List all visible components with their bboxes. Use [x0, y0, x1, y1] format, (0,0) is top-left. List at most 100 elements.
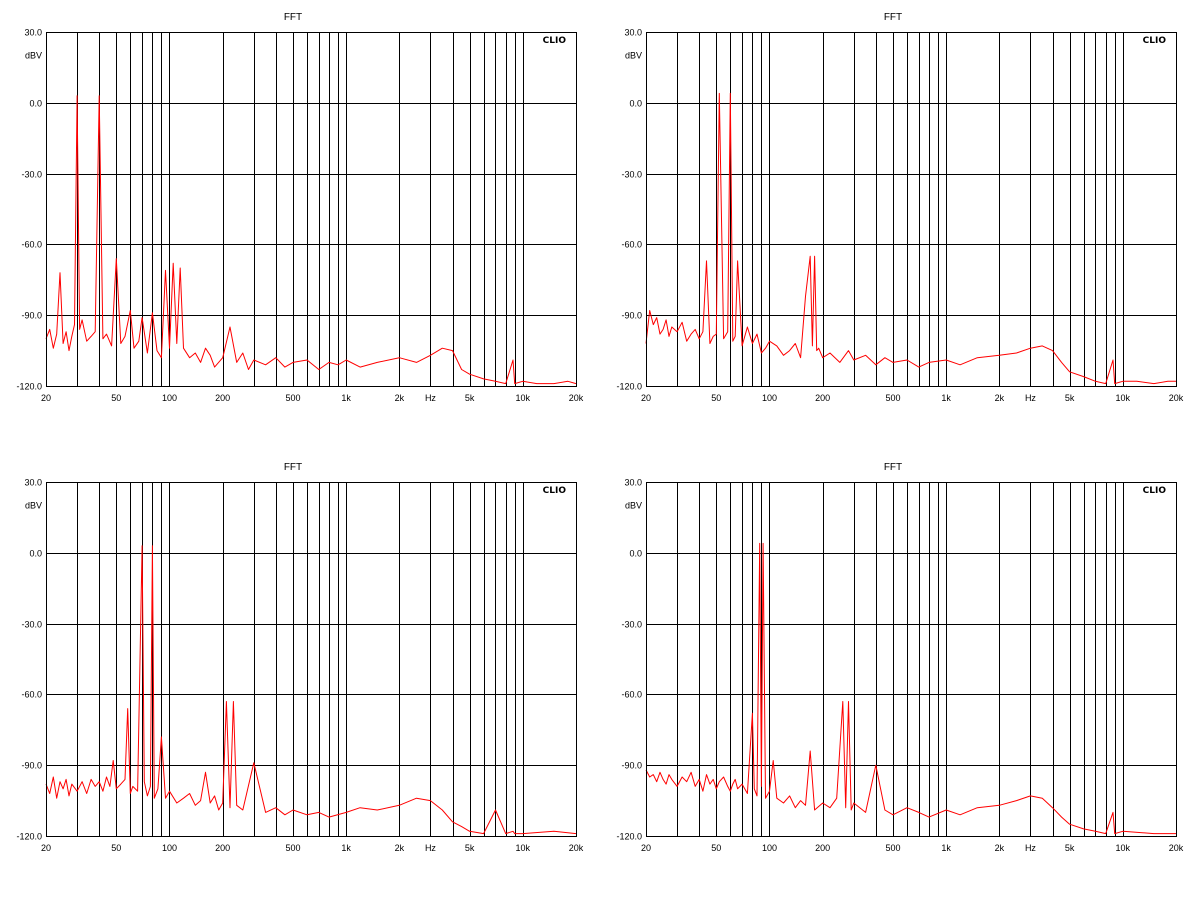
x-tick-label: 5k	[1065, 393, 1075, 403]
y-tick-label: -60.0	[21, 240, 42, 250]
plot-frame	[46, 482, 577, 837]
vertical-gridlines	[677, 32, 1124, 386]
chart-title: FFT	[284, 12, 302, 23]
x-tick-label: 100	[162, 393, 177, 403]
x-tick-label: 20k	[1169, 393, 1184, 403]
y-tick-label: -90.0	[21, 311, 42, 321]
x-tick-label: 200	[815, 393, 830, 403]
vertical-gridlines	[77, 482, 524, 836]
y-tick-label: -60.0	[621, 690, 642, 700]
y-tick-label: -60.0	[621, 240, 642, 250]
x-tick-label: Hz	[1025, 843, 1036, 853]
x-axis: 20 50 100 200 500 1k 2k Hz 5k 10k 20k	[641, 393, 1184, 403]
y-tick-label: -120.0	[16, 382, 42, 392]
y-axis: 30.0 0.0 -30.0 -60.0 -90.0 -120.0	[16, 28, 576, 392]
y-tick-label: -30.0	[21, 170, 42, 180]
x-tick-label: 100	[762, 843, 777, 853]
y-tick-label: 0.0	[29, 99, 42, 109]
chart-title: FFT	[284, 462, 302, 473]
y-axis: 30.0 0.0 -30.0 -60.0 -90.0 -120.0	[616, 478, 1176, 842]
x-tick-label: Hz	[425, 843, 436, 853]
x-axis: 20 50 100 200 500 1k 2k Hz 5k 10k 20k	[41, 843, 584, 853]
vertical-gridlines	[77, 32, 524, 386]
plot-frame	[46, 32, 577, 387]
y-axis-label: dBV	[625, 51, 642, 61]
fft-trace	[45, 545, 577, 835]
y-tick-label: -30.0	[21, 620, 42, 630]
x-tick-label: 20	[641, 393, 651, 403]
x-tick-label: 50	[111, 843, 121, 853]
fft-panel-1: FFT 30.0 0.0 -30.0 -60.0 -90.0 -120.0 dBV 20 50 10…	[16, 12, 583, 403]
x-tick-label: 200	[215, 393, 230, 403]
y-axis-label: dBV	[25, 51, 42, 61]
x-tick-label: 20	[41, 393, 51, 403]
fft-trace	[645, 542, 1176, 835]
fft-panel-4: FFT 30.0 0.0 -30.0 -60.0 -90.0 -120.0 dBV 20 50 10…	[616, 462, 1183, 853]
x-tick-label: 50	[711, 843, 721, 853]
y-tick-label: -120.0	[616, 832, 642, 842]
x-tick-label: 100	[762, 393, 777, 403]
x-axis: 20 50 100 200 500 1k 2k Hz 5k 10k 20k	[641, 843, 1184, 853]
x-tick-label: 2k	[395, 843, 405, 853]
x-tick-label: 500	[285, 393, 300, 403]
x-tick-label: 2k	[995, 393, 1005, 403]
y-tick-label: -90.0	[621, 761, 642, 771]
fft-panel-2: FFT 30.0 0.0 -30.0 -60.0 -90.0 -120.0 dBV 20 50 10…	[616, 12, 1183, 403]
y-tick-label: 30.0	[24, 28, 42, 38]
x-tick-label: 1k	[341, 843, 351, 853]
y-tick-label: -60.0	[21, 690, 42, 700]
x-tick-label: 5k	[1065, 843, 1075, 853]
x-tick-label: 2k	[395, 393, 405, 403]
y-axis-label: dBV	[625, 501, 642, 511]
chart-title: FFT	[884, 462, 902, 473]
y-tick-label: -120.0	[616, 382, 642, 392]
y-tick-label: 30.0	[624, 28, 642, 38]
y-axis: 30.0 0.0 -30.0 -60.0 -90.0 -120.0	[16, 478, 576, 842]
fft-trace	[645, 92, 1176, 385]
plot-frame	[646, 32, 1177, 387]
y-tick-label: 0.0	[629, 99, 642, 109]
x-tick-label: Hz	[425, 393, 436, 403]
x-tick-label: 20k	[1169, 843, 1184, 853]
y-tick-label: 30.0	[24, 478, 42, 488]
x-tick-label: 50	[111, 393, 121, 403]
x-tick-label: 100	[162, 843, 177, 853]
x-tick-label: 5k	[465, 843, 475, 853]
fft-trace	[45, 95, 577, 385]
y-tick-label: -30.0	[621, 170, 642, 180]
x-tick-label: 10k	[516, 843, 531, 853]
clio-brand-label: CLIO	[543, 36, 567, 46]
x-tick-label: 10k	[516, 393, 531, 403]
x-tick-label: 2k	[995, 843, 1005, 853]
x-tick-label: 200	[815, 843, 830, 853]
y-tick-label: 0.0	[29, 549, 42, 559]
x-tick-label: 1k	[941, 393, 951, 403]
y-tick-label: -90.0	[21, 761, 42, 771]
x-tick-label: 10k	[1116, 843, 1131, 853]
x-tick-label: 20	[41, 843, 51, 853]
y-tick-label: 0.0	[629, 549, 642, 559]
clio-brand-label: CLIO	[543, 486, 567, 496]
x-tick-label: 50	[711, 393, 721, 403]
y-tick-label: -120.0	[16, 832, 42, 842]
x-tick-label: 20k	[569, 393, 584, 403]
plot-frame	[646, 482, 1177, 837]
x-tick-label: 20k	[569, 843, 584, 853]
y-tick-label: -90.0	[621, 311, 642, 321]
vertical-gridlines	[677, 482, 1124, 836]
clio-brand-label: CLIO	[1143, 486, 1167, 496]
clio-brand-label: CLIO	[1143, 36, 1167, 46]
y-tick-label: 30.0	[624, 478, 642, 488]
x-tick-label: 500	[885, 393, 900, 403]
x-tick-label: 200	[215, 843, 230, 853]
chart-title: FFT	[884, 12, 902, 23]
x-tick-label: Hz	[1025, 393, 1036, 403]
x-tick-label: 1k	[341, 393, 351, 403]
x-axis: 20 50 100 200 500 1k 2k Hz 5k 10k 20k	[41, 393, 584, 403]
y-tick-label: -30.0	[621, 620, 642, 630]
x-tick-label: 5k	[465, 393, 475, 403]
x-tick-label: 500	[285, 843, 300, 853]
y-axis-label: dBV	[25, 501, 42, 511]
x-tick-label: 10k	[1116, 393, 1131, 403]
